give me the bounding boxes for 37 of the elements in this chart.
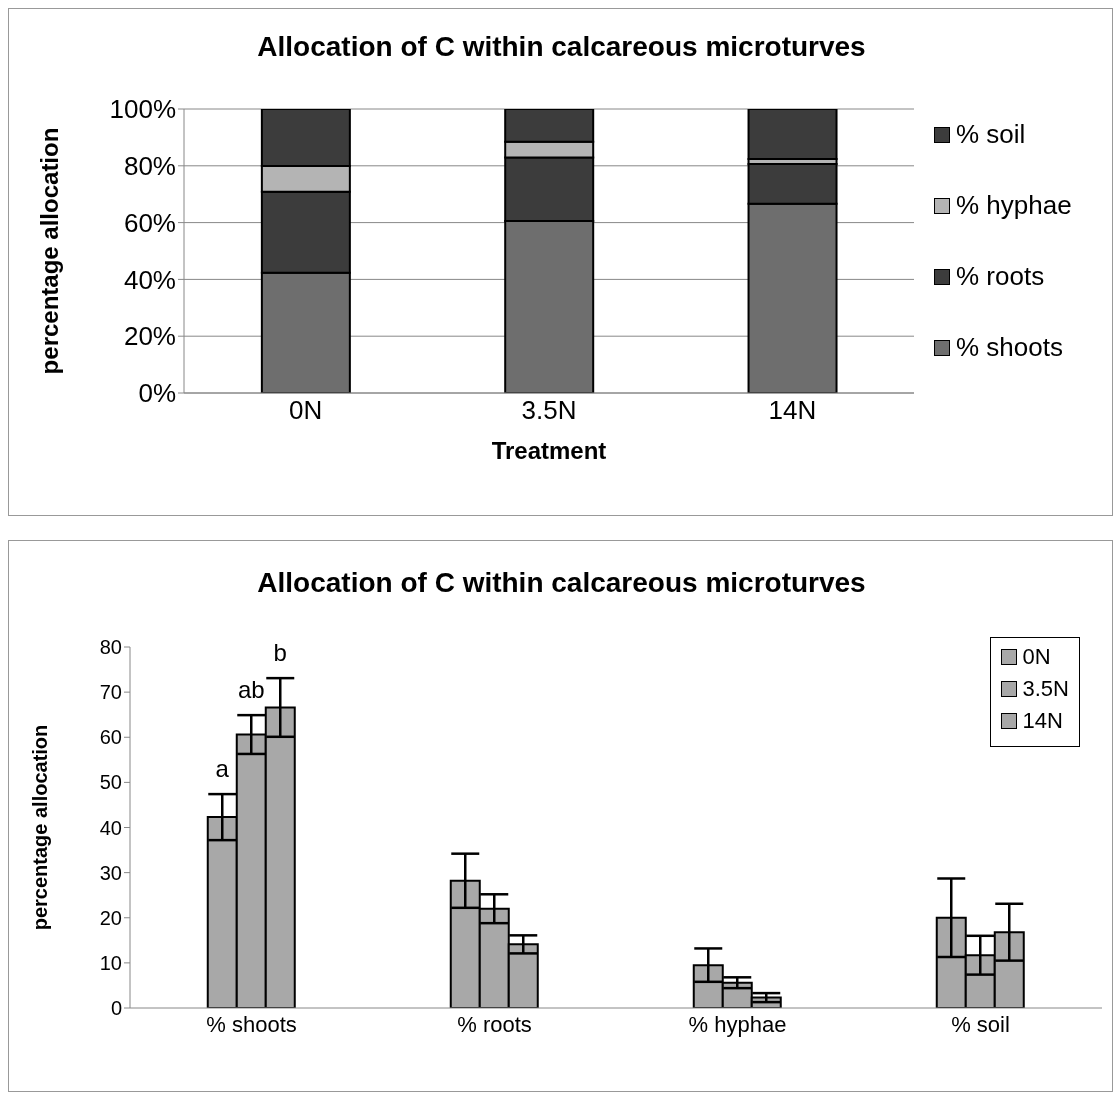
legend-label: % shoots — [955, 332, 1064, 363]
legend-label: 0N — [1021, 644, 1052, 670]
legend-label: % soil — [955, 119, 1027, 150]
chart-title: Allocation of C within calcareous microturves — [256, 31, 867, 63]
y-tick-label: 80 — [99, 636, 122, 659]
legend-label: % hyphae — [955, 190, 1072, 221]
legend-label: % roots — [955, 261, 1046, 292]
y-tick-label: 20% — [123, 321, 176, 352]
x-tick-label: % roots — [457, 1011, 532, 1037]
legend-label: 14N — [1021, 708, 1064, 734]
x-axis-title: Treatment — [491, 437, 607, 464]
y-tick-label: 40% — [123, 264, 176, 295]
annotation: ab — [237, 675, 265, 703]
y-tick-label: 0% — [138, 378, 176, 409]
x-tick-label: 14N — [768, 395, 817, 426]
y-tick-label: 20 — [99, 906, 122, 929]
annotation: a — [215, 754, 230, 782]
x-tick-label: % hyphae — [688, 1011, 787, 1037]
y-tick-label: 50 — [99, 771, 122, 794]
annotation: b — [273, 638, 287, 666]
y-tick-label: 40 — [99, 816, 122, 839]
y-tick-label: 0 — [110, 997, 122, 1020]
y-tick-label: 100% — [109, 94, 176, 125]
y-tick-label: 60% — [123, 207, 176, 238]
y-tick-label: 70 — [99, 681, 122, 704]
legend-label: 3.5N — [1021, 676, 1069, 702]
y-tick-label: 10 — [99, 951, 122, 974]
y-axis-title: percentage allocation — [35, 127, 63, 375]
x-tick-label: 3.5N — [521, 395, 577, 426]
y-axis-title: percentage allocation — [29, 724, 52, 931]
x-tick-label: 0N — [289, 395, 323, 426]
x-tick-label: % soil — [951, 1011, 1010, 1037]
y-tick-label: 60 — [99, 726, 122, 749]
chart-title: Allocation of C within calcareous microturves — [256, 567, 867, 599]
y-tick-label: 30 — [99, 861, 122, 884]
x-tick-label: % shoots — [206, 1011, 297, 1037]
y-tick-label: 80% — [123, 151, 176, 182]
